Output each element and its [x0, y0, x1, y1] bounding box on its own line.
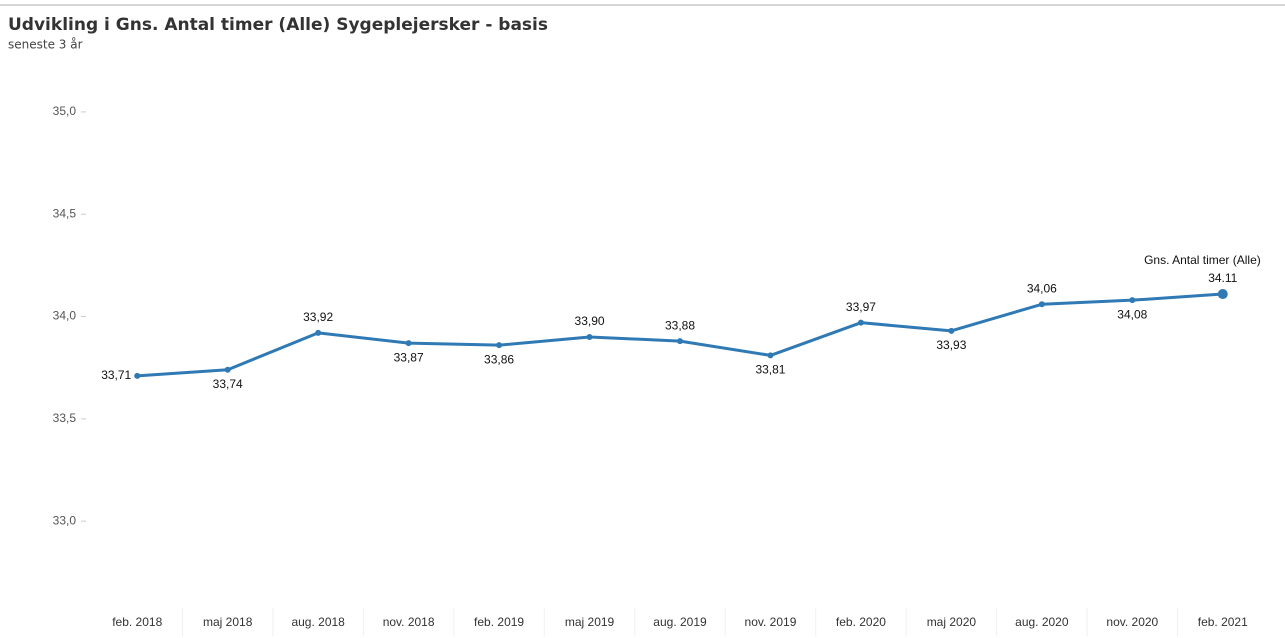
y-tick-label: 33,5	[53, 411, 77, 425]
x-tick-label: feb. 2021	[1198, 615, 1248, 629]
data-label: 33,92	[303, 310, 333, 324]
data-label: 34,06	[1027, 281, 1057, 295]
x-tick-label: nov. 2019	[745, 615, 797, 629]
point	[1038, 301, 1045, 308]
y-tick-label: 33,0	[53, 513, 77, 527]
data-label: 33,93	[936, 338, 966, 352]
data-label: 33,81	[755, 363, 785, 377]
point	[315, 329, 322, 336]
x-tick-label: nov. 2020	[1106, 615, 1158, 629]
x-tick-label: maj 2020	[927, 615, 977, 629]
point	[1129, 297, 1136, 304]
x-tick-label: aug. 2018	[291, 615, 345, 629]
point	[496, 342, 503, 349]
point	[1217, 289, 1228, 300]
point	[224, 366, 231, 373]
point	[134, 372, 141, 379]
chart-title: Udvikling i Gns. Antal timer (Alle) Syge…	[8, 15, 548, 35]
x-tick-label: feb. 2018	[112, 615, 162, 629]
data-label: 34,08	[1117, 307, 1147, 321]
data-label: 33,74	[213, 377, 243, 391]
x-tick-label: feb. 2020	[836, 615, 886, 629]
x-tick-label: maj 2019	[565, 615, 615, 629]
chart-subtitle: seneste 3 år	[8, 38, 83, 52]
y-tick-label: 34,0	[53, 309, 77, 323]
x-tick-label: aug. 2020	[1015, 615, 1069, 629]
data-label: 33,86	[484, 352, 514, 366]
x-tick-label: maj 2018	[203, 615, 253, 629]
data-label: 33,90	[575, 314, 605, 328]
data-label: 33,97	[846, 300, 876, 314]
point	[405, 340, 412, 347]
point	[767, 352, 774, 359]
data-label: 33,87	[394, 350, 424, 364]
x-tick-label: feb. 2019	[474, 615, 524, 629]
series-label: Gns. Antal timer (Alle)	[1144, 253, 1261, 267]
y-tick-label: 35,0	[53, 104, 77, 118]
point	[586, 334, 593, 340]
point	[948, 327, 955, 334]
x-tick-label: aug. 2019	[653, 615, 707, 629]
y-tick-label: 34,5	[53, 206, 77, 220]
data-label: 33,71	[101, 368, 131, 382]
data-label: 34.11	[1208, 271, 1237, 285]
x-tick-label: nov. 2018	[383, 615, 435, 629]
point	[857, 319, 864, 326]
line	[137, 292, 1223, 378]
data-label: 33,88	[665, 318, 695, 332]
point	[677, 338, 683, 345]
